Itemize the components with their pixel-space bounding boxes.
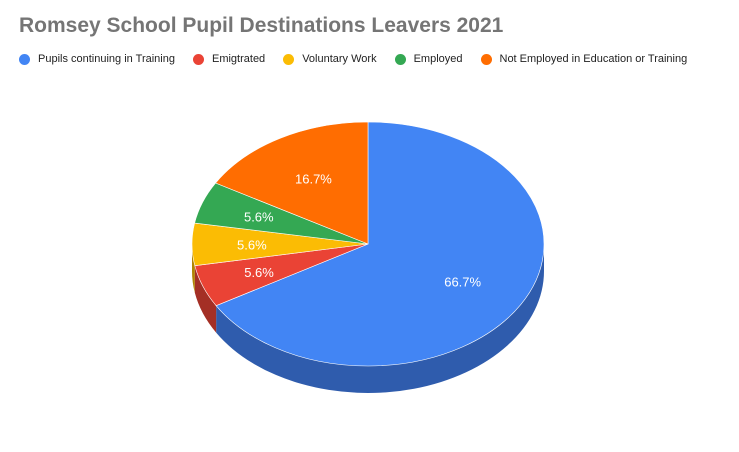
slice-label-emigtrated: 5.6% (244, 265, 274, 280)
legend-swatch-employed (394, 53, 406, 65)
pie-slice-pupils-continuing-in-training[interactable] (215, 121, 545, 367)
legend-label-pupils-continuing: Pupils continuing in Training (38, 53, 175, 65)
legend-label-emigtrated: Emigtrated (211, 53, 266, 65)
legend-swatch-pupils-continuing (19, 53, 30, 65)
legend-item-emigtrated[interactable]: Emigtrated (192, 53, 266, 65)
legend-label-voluntary-work: Voluntary Work (302, 53, 377, 65)
legend-item-pupils-continuing[interactable]: Pupils continuing in Training (19, 53, 175, 65)
pie-side-pupils-continuing-in-training (216, 244, 545, 393)
legend-label-employed: Employed (413, 53, 463, 65)
chart-title: Romsey School Pupil Destinations Leavers… (19, 14, 504, 37)
legend-item-not-employed[interactable]: Not Employed in Education or Training (480, 53, 688, 65)
slice-label-pupils-continuing-in-training: 66.7% (444, 275, 481, 290)
legend-item-employed[interactable]: Employed (394, 53, 463, 65)
legend-swatch-not-employed (480, 53, 492, 65)
pie-slice-not-employed-in-education-or-training[interactable] (215, 121, 369, 245)
pie-labels: 66.7% 5.6% 5.6% 5.6% 16.7% (237, 171, 482, 289)
slice-label-employed: 5.6% (244, 210, 274, 225)
legend-swatch-voluntary-work (283, 53, 295, 65)
pie-side-emigtrated (194, 265, 217, 333)
pie-tops (191, 121, 545, 367)
slice-label-voluntary-work: 5.6% (237, 237, 267, 252)
slice-label-not-employed-in-education-or-training: 16.7% (295, 171, 332, 186)
legend-label-not-employed: Not Employed in Education or Training (499, 53, 688, 65)
legend: Pupils continuing in Training Emigtrated… (19, 53, 705, 65)
legend-swatch-emigtrated (192, 53, 204, 65)
legend-item-voluntary-work[interactable]: Voluntary Work (283, 53, 377, 65)
